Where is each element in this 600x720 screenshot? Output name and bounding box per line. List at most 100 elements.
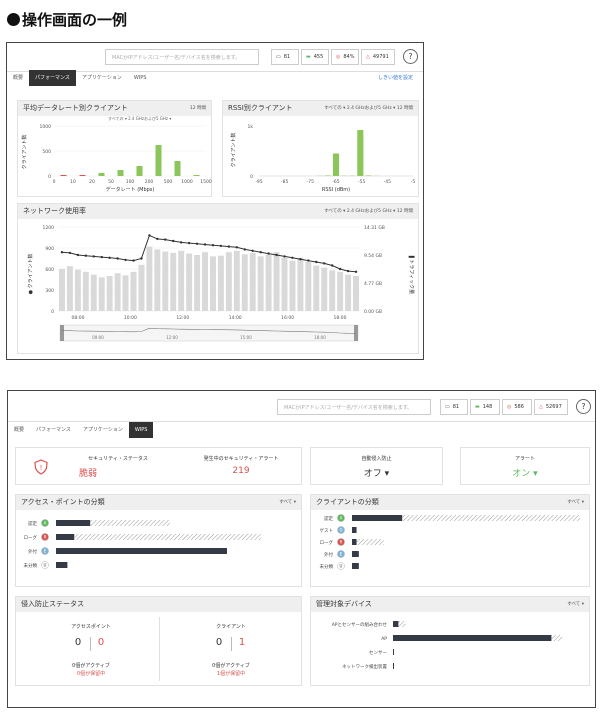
shield-icon: ◎: [507, 404, 512, 410]
network-xtick: 10:00: [124, 315, 137, 321]
rssi-panel-title: RSSI別クライアント すべての ▾ 2.4 GHzおよび5 GHz ▾ 12 時…: [223, 101, 418, 116]
ap-filter-select[interactable]: すべて ▾: [279, 500, 296, 505]
ap-count[interactable]: ▭ 81: [271, 49, 299, 65]
datarate-xtick: 100: [126, 179, 135, 185]
network-filters[interactable]: すべての ▾ 2.4 GHzおよび5 GHz ▾ 12 時間: [324, 209, 413, 214]
ips-status-title: 侵入防止ステータス: [16, 597, 301, 612]
client-bar: [352, 515, 403, 521]
client-count-2[interactable]: ▬ 148: [470, 399, 500, 415]
security-status-value: 脆弱: [78, 469, 97, 479]
ap-bar: [56, 548, 227, 554]
network-xtick: 16:00: [281, 315, 294, 321]
alert-select[interactable]: オン ▾: [512, 469, 538, 479]
network-right-tick: 0.00 GB: [364, 309, 382, 315]
ips-ap-pending-text: 0個が保留中: [76, 671, 106, 677]
ap-count-2[interactable]: ▭ 81: [440, 399, 468, 415]
search-input-2[interactable]: MACかIPアドレス/ユーザー名/デバイス名を検索します。: [277, 399, 431, 415]
datarate-ylabel: クライアント数: [21, 135, 28, 170]
client-hatch-bar: [356, 539, 384, 545]
rssi-bar: [365, 175, 372, 176]
band-filter[interactable]: すべての ▾ 2.4 GHzおよび5 GHz ▾: [108, 116, 172, 121]
tab-applications[interactable]: アプリケーション: [82, 427, 123, 433]
ap-badge-letter: A: [44, 521, 47, 526]
network-brush-left-handle: [60, 325, 64, 341]
network-panel: ネットワーク使用率 すべての ▾ 2.4 GHzおよび5 GHz ▾ 12 時間 …: [17, 203, 419, 354]
client-bar: [352, 563, 359, 569]
client-badge-letter: E: [340, 552, 343, 557]
tab-overview[interactable]: 概要: [14, 427, 25, 433]
auto-prevention-select[interactable]: オフ ▾: [363, 469, 390, 479]
client-badge: [337, 514, 345, 522]
network-traffic-bar: [130, 271, 137, 311]
ap-badge-letter: U: [44, 563, 47, 568]
network-traffic-bar: [106, 276, 113, 311]
network-traffic-bar: [210, 256, 216, 311]
network-brush-line: [61, 327, 357, 334]
help-icon[interactable]: ?: [576, 399, 591, 414]
network-client-point: [283, 255, 286, 258]
security-status-label: セキュリティ・ステータス: [88, 456, 148, 462]
network-xtick: 08:00: [72, 315, 85, 321]
health-percent[interactable]: ◎ 84%: [331, 49, 359, 65]
network-brush-tick: 12:00: [166, 335, 178, 340]
help-icon[interactable]: ?: [403, 49, 418, 64]
rssi-xtick: -5: [411, 179, 416, 185]
network-traffic-bar: [289, 260, 296, 311]
network-client-point: [323, 262, 326, 265]
ap-classification-chart: 認定 A ローグ R 外付 E 未分類 U: [24, 519, 262, 569]
rssi-bar: [332, 153, 340, 176]
ips-client-sep: [231, 637, 232, 651]
network-client-point: [267, 252, 270, 255]
security-alerts-label: 発生中のセキュリティ・アラート: [203, 456, 279, 462]
network-traffic-bar: [186, 253, 193, 311]
datarate-xtick: 200: [145, 179, 154, 185]
client-filter-select[interactable]: すべて ▾: [567, 500, 584, 505]
network-traffic-bar: [257, 256, 264, 311]
period-select[interactable]: 12 時間: [189, 106, 206, 111]
security-status-panel: ! セキュリティ・ステータス 脆弱 発生中のセキュリティ・アラート 219: [15, 447, 302, 485]
datarate-xtick: 20: [89, 179, 95, 185]
ap-bar: [56, 520, 91, 526]
network-traffic-bar: [353, 276, 359, 311]
security-alerts-value: 219: [232, 466, 250, 476]
rssi-chart: クライアント数 1k 0-95 -85 -75 -65 -55 -45 -5 RSSI (dBm): [230, 124, 416, 193]
search-input[interactable]: MACかIPアドレス/ユーザー名/デバイス名を検索します。: [105, 49, 259, 65]
alert-count[interactable]: △ 49791: [361, 49, 395, 65]
client-count[interactable]: ▬ 455: [301, 49, 329, 65]
network-client-point: [219, 244, 223, 248]
client-badge-letter: R: [340, 540, 343, 545]
alert-label: アラート: [514, 456, 535, 462]
network-traffic-bar: [337, 271, 344, 311]
ips-ap-active-text: 0個がアクティブ: [72, 663, 110, 669]
network-right-tick: 9.54 GB: [364, 253, 382, 259]
tab-performance[interactable]: パフォーマンス: [36, 427, 71, 433]
network-xtick: 18:00: [334, 315, 347, 321]
devices-filter-select[interactable]: すべて ▾: [567, 602, 584, 607]
network-client-point: [148, 234, 151, 237]
datarate-xtick: 10: [70, 179, 76, 185]
tab-wips[interactable]: WIPS: [128, 422, 154, 438]
network-traffic-bar: [146, 246, 153, 311]
client-row-label: ローグ: [320, 539, 334, 546]
datarate-bar: [117, 170, 124, 176]
client-row-label: ゲスト: [320, 527, 334, 534]
network-client-point: [132, 259, 135, 262]
tab-performance[interactable]: パフォーマンス: [29, 70, 76, 86]
rssi-xlabel: RSSI (dBm): [322, 187, 350, 193]
network-traffic-bar: [162, 251, 169, 311]
tab-overview[interactable]: 概要: [13, 75, 24, 81]
alert-count-2[interactable]: △ 52697: [534, 399, 568, 415]
network-left-label: ● クライアント数: [27, 254, 34, 295]
rssi-filters[interactable]: すべての ▾ 2.4 GHzおよび5 GHz ▾ 12 時間: [324, 106, 413, 111]
ap-classification-panel: アクセス・ポイントの分類 すべて ▾ 認定 A ローグ R 外付 E 未分類 U: [15, 494, 302, 587]
ips-ap-active: 0: [74, 637, 82, 648]
network-traffic-bar: [233, 250, 240, 311]
tab-applications[interactable]: アプリケーション: [81, 75, 122, 81]
rssi-ytick: 0: [250, 174, 253, 180]
network-xtick: 14:00: [229, 315, 242, 321]
tab-wips[interactable]: WIPS: [133, 75, 147, 81]
auto-prevention-panel: 自動侵入防止 オフ ▾: [310, 447, 443, 485]
network-client-point: [275, 253, 278, 257]
threshold-settings-link[interactable]: しきい値を設定: [377, 75, 413, 81]
shield-count-2[interactable]: ◎ 586: [502, 399, 532, 415]
